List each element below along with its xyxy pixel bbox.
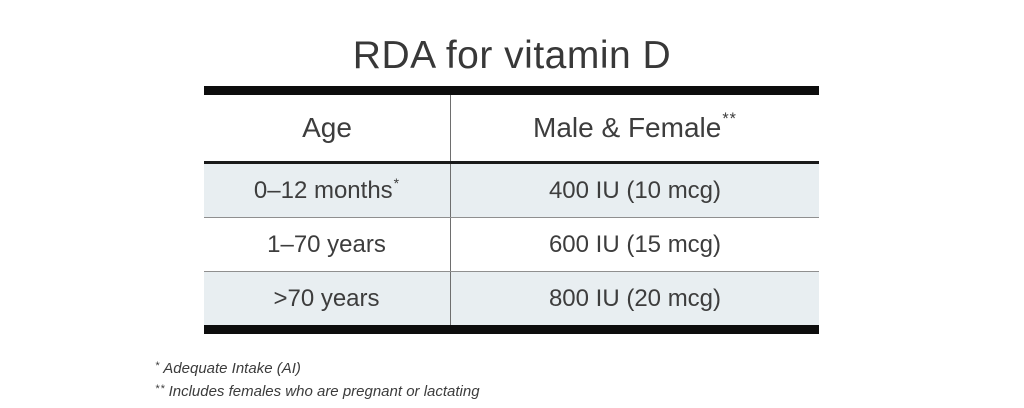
rda-table: Age Male & Female ** 0–12 months * 400 IU … bbox=[204, 86, 819, 334]
age-value: 0–12 months bbox=[253, 176, 393, 204]
footnote-marker: * bbox=[155, 360, 161, 373]
footnote-pregnant-lactating: ** Includes females who are pregnant or l… bbox=[155, 381, 480, 404]
footnote-adequate-intake: * Adequate Intake (AI) bbox=[155, 358, 480, 381]
age-footnote-marker: * bbox=[393, 174, 401, 191]
header-male-female-label: Male & Female bbox=[533, 112, 722, 143]
header-age-label: Age bbox=[302, 112, 352, 143]
cell-age: >70 years bbox=[204, 272, 451, 325]
cell-dose: 400 IU (10 mcg) bbox=[451, 164, 819, 217]
footnote-text: Includes females who are pregnant or lac… bbox=[168, 383, 480, 400]
cell-age: 0–12 months * bbox=[204, 164, 451, 217]
header-cell-age: Age bbox=[204, 95, 451, 161]
header-cell-male-female: Male & Female ** bbox=[451, 95, 819, 161]
table-row: >70 years 800 IU (20 mcg) bbox=[204, 271, 819, 325]
table-row: 1–70 years 600 IU (15 mcg) bbox=[204, 217, 819, 271]
footnote-text: Adequate Intake (AI) bbox=[163, 360, 301, 377]
age-value: 1–70 years bbox=[267, 230, 386, 258]
age-value: >70 years bbox=[273, 284, 380, 312]
cell-dose: 600 IU (15 mcg) bbox=[451, 218, 819, 271]
cell-age: 1–70 years bbox=[204, 218, 451, 271]
page-title: RDA for vitamin D bbox=[352, 34, 672, 78]
header-footnote-marker: ** bbox=[722, 109, 737, 128]
table-row: 0–12 months * 400 IU (10 mcg) bbox=[204, 164, 819, 217]
dose-value: 800 IU (20 mcg) bbox=[548, 284, 722, 312]
dose-value: 600 IU (15 mcg) bbox=[548, 230, 722, 258]
cell-dose: 800 IU (20 mcg) bbox=[451, 272, 819, 325]
footnote-marker: ** bbox=[155, 383, 166, 396]
dose-value: 400 IU (10 mcg) bbox=[548, 176, 722, 204]
table-header-row: Age Male & Female ** bbox=[204, 95, 819, 164]
footnotes: * Adequate Intake (AI) ** Includes females… bbox=[155, 358, 480, 404]
